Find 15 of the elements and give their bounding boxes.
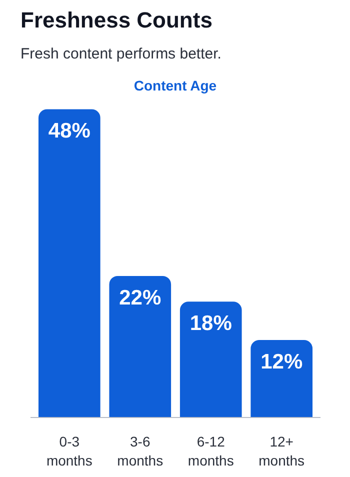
chart-title: Freshness Counts	[20, 8, 212, 32]
chart-subtitle: Fresh content performs better.	[20, 46, 222, 62]
bar	[38, 109, 100, 418]
bar	[109, 276, 172, 418]
bar	[250, 340, 313, 418]
data-label: 22%	[119, 286, 162, 310]
x-tick-label: 3-6 months	[117, 434, 164, 469]
x-tick-label: 12+ months	[258, 434, 305, 469]
x-axis-title: Content Age	[134, 78, 217, 94]
x-tick-label: 0-3 months	[46, 434, 92, 469]
data-label: 18%	[190, 312, 232, 336]
x-tick-label: 6-12 months	[188, 434, 234, 469]
data-label: 12%	[260, 350, 303, 374]
data-label: 48%	[48, 120, 91, 143]
bar	[180, 302, 242, 418]
